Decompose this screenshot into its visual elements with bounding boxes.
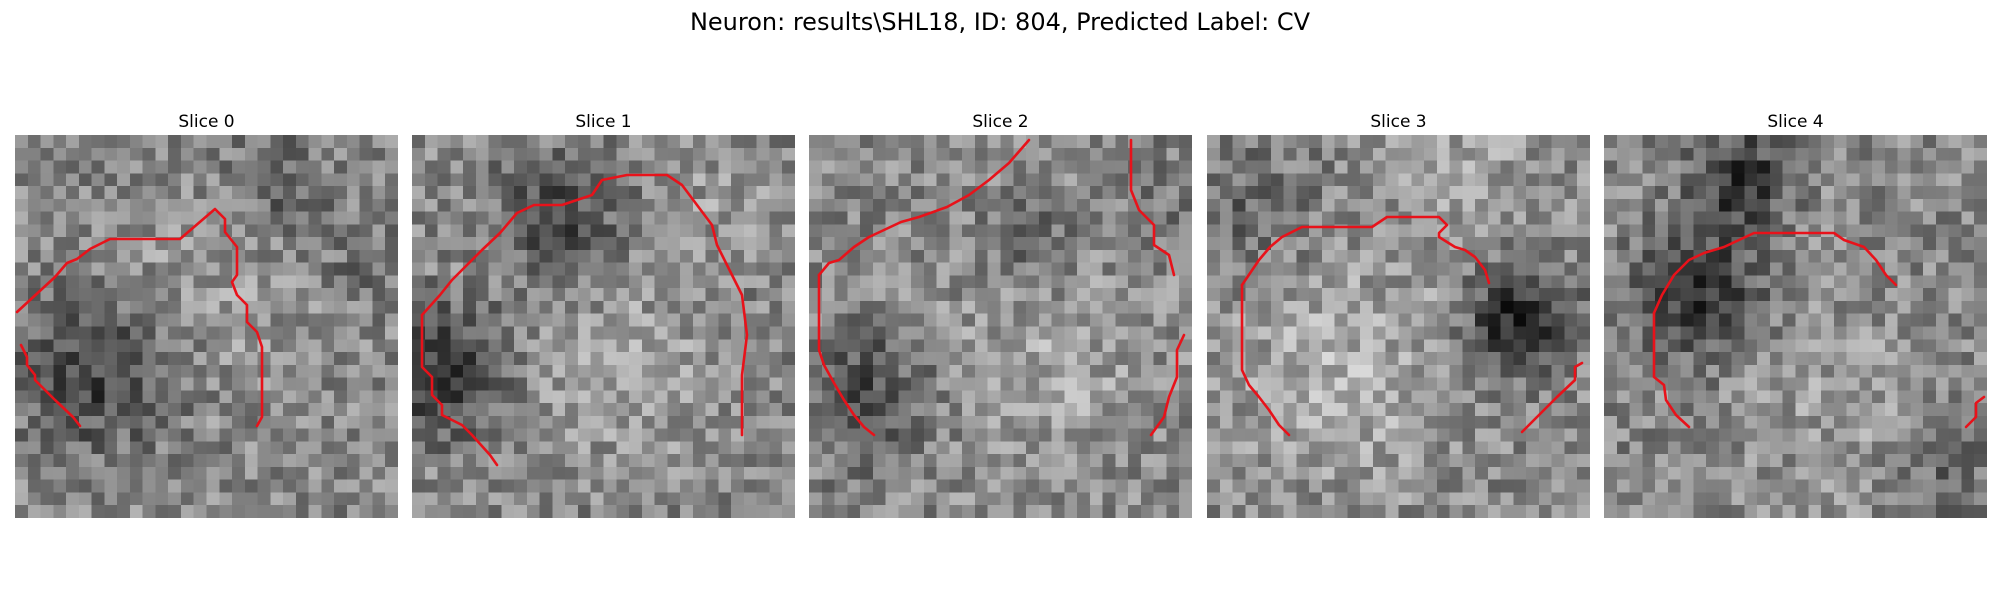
- slice-image-4: [1604, 135, 1987, 518]
- contour-line: [817, 273, 876, 437]
- slice-title-3: Slice 3: [1370, 112, 1427, 132]
- slice-panel-0: Slice 0: [15, 110, 398, 518]
- contour-line: [420, 313, 499, 467]
- grayscale-image-0: [15, 135, 398, 518]
- slice-image-0: [15, 135, 398, 518]
- slice-image-3: [1207, 135, 1590, 518]
- slice-title-0: Slice 0: [178, 112, 235, 132]
- contour-line: [420, 173, 749, 437]
- contour-line: [817, 138, 1031, 277]
- contour-line: [1129, 138, 1176, 277]
- slice-image-2: [809, 135, 1192, 518]
- contour-overlay-4: [1652, 231, 1986, 429]
- contour-overlay-2: [817, 138, 1186, 437]
- contour-overlay-1: [420, 173, 749, 467]
- contour-overlay-0: [15, 207, 264, 428]
- slice-panel-4: Slice 4: [1604, 110, 1987, 518]
- slice-panel-1: Slice 1: [412, 110, 795, 518]
- contour-line: [1964, 395, 1986, 429]
- contour-line: [1652, 231, 1898, 315]
- slice-title-4: Slice 4: [1767, 112, 1824, 132]
- contour-line: [1240, 215, 1491, 287]
- grayscale-image-1: [412, 135, 795, 518]
- contour-overlay-3: [1240, 215, 1584, 437]
- slice-title-1: Slice 1: [575, 112, 632, 132]
- contour-line: [15, 207, 264, 428]
- slice-panel-2: Slice 2: [809, 110, 1192, 518]
- grayscale-image-2: [809, 135, 1192, 518]
- contour-line: [1652, 311, 1691, 429]
- contour-line: [19, 343, 82, 428]
- grayscale-image-4: [1604, 135, 1987, 518]
- slice-panel-3: Slice 3: [1207, 110, 1590, 518]
- slice-title-2: Slice 2: [972, 112, 1029, 132]
- grayscale-image-3: [1207, 135, 1590, 518]
- contour-line: [1240, 283, 1291, 437]
- slice-image-1: [412, 135, 795, 518]
- contour-line: [1149, 333, 1186, 437]
- figure-title: Neuron: results\SHL18, ID: 804, Predicte…: [689, 8, 1311, 36]
- contour-line: [1520, 361, 1584, 434]
